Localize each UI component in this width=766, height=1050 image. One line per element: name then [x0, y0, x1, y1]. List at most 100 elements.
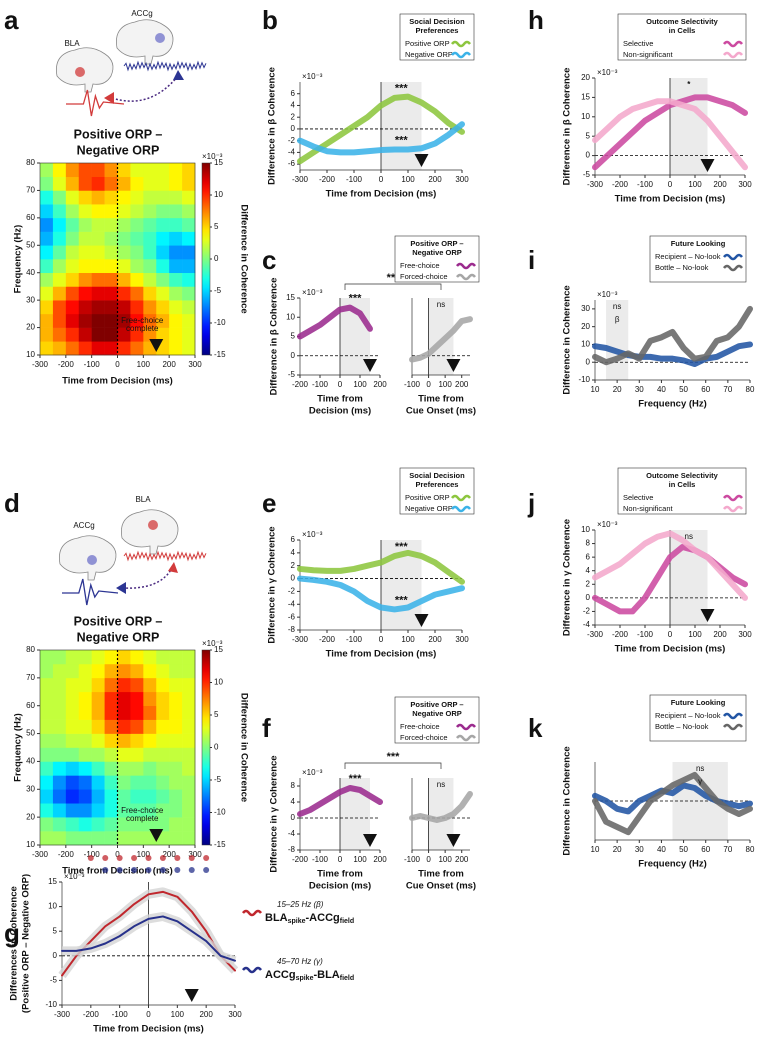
heatmap-cell [104, 341, 118, 356]
heatmap-cell [169, 775, 183, 790]
y-tick-label: 5 [291, 332, 296, 341]
heatmap-cell [143, 190, 157, 205]
significance: *** [395, 541, 409, 553]
heatmap-cell [130, 677, 144, 693]
heatmap-cell [52, 245, 67, 260]
heatmap-cell [156, 775, 170, 790]
colorbar [201, 162, 211, 356]
heatmap-cell [104, 259, 118, 274]
y-tick-label: -10 [578, 375, 590, 384]
legend-swatch [456, 723, 476, 731]
heatmap-cell [117, 747, 131, 762]
heatmap-cell [143, 259, 157, 274]
y-tick-label: 10 [26, 840, 35, 849]
brain-icon [56, 47, 114, 93]
colorbar-tick-label: 15 [214, 158, 223, 167]
heatmap-cell [182, 204, 196, 219]
x-tick-label: -100 [346, 635, 363, 644]
shade-label: * [687, 80, 691, 89]
event-marker [700, 609, 715, 622]
heatmap-cell [117, 286, 131, 301]
legend-swatch [451, 505, 471, 513]
event-marker [414, 154, 429, 167]
heatmap-cell [104, 245, 118, 260]
heatmap-cell [130, 231, 144, 246]
heatmap-cell [78, 286, 92, 301]
legend-title: Social Decision [409, 471, 465, 480]
significance: *** [395, 83, 409, 95]
field-wave [123, 550, 207, 562]
heatmap-cell [65, 163, 80, 178]
x-tick-label: 10 [591, 385, 600, 394]
y-axis-label: Difference in β Coherence [269, 278, 280, 396]
heatmap-cell [169, 803, 183, 818]
heatmap-cell [182, 691, 196, 707]
heatmap-cell [169, 176, 183, 191]
heatmap-cell [156, 747, 170, 762]
heatmap-cell [52, 747, 67, 762]
legend-title: in Cells [669, 26, 696, 35]
y-tick-label: -5 [583, 170, 591, 179]
series-line [592, 772, 753, 836]
event-label: Free-choice [121, 316, 164, 325]
heatmap-cell [117, 691, 131, 707]
heatmap-cell [169, 691, 183, 707]
heatmap-cell [91, 803, 105, 818]
y-tick-label: 5 [53, 926, 58, 935]
x-tick-label: -100 [84, 360, 101, 369]
x-tick-label: 100 [401, 635, 415, 644]
heatmap-cell [143, 300, 157, 315]
y-axis-label: Frequency (Hz) [13, 713, 24, 782]
x-tick-label: 100 [171, 1010, 185, 1019]
y-tick-label: 4 [291, 797, 296, 806]
x-axis-label: Decision (ms) [309, 881, 371, 892]
panel-title: Negative ORP [77, 143, 160, 157]
scale-note: ×10⁻³ [302, 72, 323, 81]
heatmap-cell [156, 163, 170, 178]
heatmap-cell [40, 327, 54, 342]
y-tick-label: 10 [581, 525, 590, 534]
heatmap-cell [156, 300, 170, 315]
x-tick-label: 0 [379, 635, 384, 644]
significance: *** [395, 134, 409, 146]
shade-label: β [615, 315, 620, 324]
heatmap-cell [169, 300, 183, 315]
x-tick-label: -300 [292, 635, 309, 644]
heatmap-cell [117, 204, 131, 219]
heatmap-cell [40, 650, 54, 665]
y-tick-label: 10 [26, 350, 35, 359]
series-line [297, 121, 465, 156]
heatmap-cell [156, 663, 170, 679]
x-tick-label: 0 [115, 850, 120, 859]
heatmap-cell [65, 677, 80, 693]
x-tick-label: -100 [637, 180, 654, 189]
legend-title: Preferences [416, 26, 459, 35]
y-tick-label: 2 [586, 579, 591, 588]
x-tick-label: 100 [438, 380, 452, 389]
heatmap-cell [40, 313, 54, 328]
heatmap-cell [169, 259, 183, 274]
x-tick-label: -100 [404, 855, 421, 864]
heatmap-cell [117, 719, 131, 734]
heatmap-cell [143, 327, 157, 342]
significance-dot [87, 855, 94, 861]
y-tick-label: 10 [581, 112, 590, 121]
heatmap-cell [117, 231, 131, 246]
heatmap-cell [78, 245, 92, 260]
heatmap-cell [52, 163, 67, 178]
arrow-head [173, 70, 184, 80]
coupling-arrow [121, 567, 173, 589]
legend-title: Preferences [416, 480, 459, 489]
shade-label: γ [698, 777, 702, 786]
colorbar-tick-label: -5 [214, 286, 222, 295]
legend-title: in Cells [669, 480, 696, 489]
series-line [297, 575, 465, 613]
recording-site [155, 33, 165, 43]
heatmap-cell [182, 789, 196, 804]
y-axis-label: Difference in Coherence [562, 285, 573, 394]
colorbar [201, 649, 211, 846]
y-tick-label: 0 [291, 574, 296, 583]
x-tick-label: 30 [635, 385, 644, 394]
heatmap-cell [182, 286, 196, 301]
legend-swatch [451, 51, 471, 59]
